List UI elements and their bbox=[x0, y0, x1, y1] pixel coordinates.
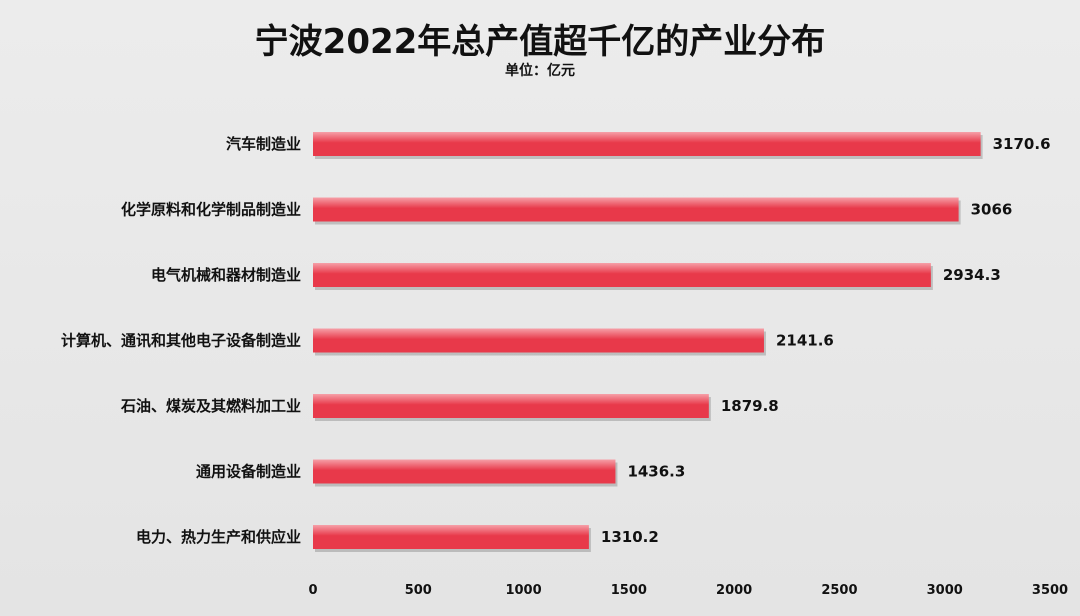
value-labels: 3170.6 3066 2934.3 2141.6 1879.8 1436.3 1310.2 bbox=[601, 135, 1051, 546]
category-labels: 汽车制造业化学原料和化学制品制造业电气机械和器材制造业计算机、通讯和其他电子设备… bbox=[61, 135, 301, 546]
category-label: 石油、煤炭及其燃料加工业 bbox=[120, 397, 301, 415]
data-label: 1436.3 bbox=[627, 463, 685, 481]
x-tick-label: 2000 bbox=[716, 583, 752, 598]
category-label: 电气机械和器材制造业 bbox=[151, 266, 301, 284]
data-label: 2934.3 bbox=[943, 266, 1001, 284]
bar bbox=[313, 525, 589, 549]
data-label: 1879.8 bbox=[721, 397, 779, 415]
category-label: 化学原料和化学制品制造业 bbox=[121, 201, 301, 219]
x-tick-label: 2500 bbox=[821, 583, 857, 598]
chart-title: 宁波2022年总产值超千亿的产业分布 bbox=[254, 22, 826, 62]
x-axis-tick-labels: 0 500 1000 1500 2000 2500 3000 3500 bbox=[308, 583, 1068, 598]
data-label: 3170.6 bbox=[993, 135, 1051, 153]
category-label: 计算机、通讯和其他电子设备制造业 bbox=[61, 332, 301, 350]
category-label: 电力、热力生产和供应业 bbox=[136, 528, 301, 546]
data-label: 2141.6 bbox=[776, 332, 834, 350]
x-tick-label: 500 bbox=[405, 583, 432, 598]
x-tick-label: 0 bbox=[308, 583, 317, 598]
bars-layer bbox=[313, 132, 983, 552]
chart-subtitle: 单位：亿元 bbox=[505, 63, 575, 79]
bar bbox=[313, 263, 931, 287]
x-tick-label: 1000 bbox=[505, 583, 541, 598]
bar bbox=[313, 328, 764, 353]
bar bbox=[313, 197, 959, 222]
category-label: 汽车制造业 bbox=[226, 135, 301, 153]
x-tick-label: 3500 bbox=[1032, 583, 1068, 598]
x-tick-label: 3000 bbox=[927, 583, 963, 598]
category-label: 通用设备制造业 bbox=[196, 463, 301, 481]
data-label: 3066 bbox=[971, 201, 1013, 219]
x-tick-label: 1500 bbox=[611, 583, 647, 598]
bar bbox=[313, 132, 981, 156]
bar bbox=[313, 394, 709, 418]
bar bbox=[313, 459, 616, 484]
data-label: 1310.2 bbox=[601, 528, 659, 546]
